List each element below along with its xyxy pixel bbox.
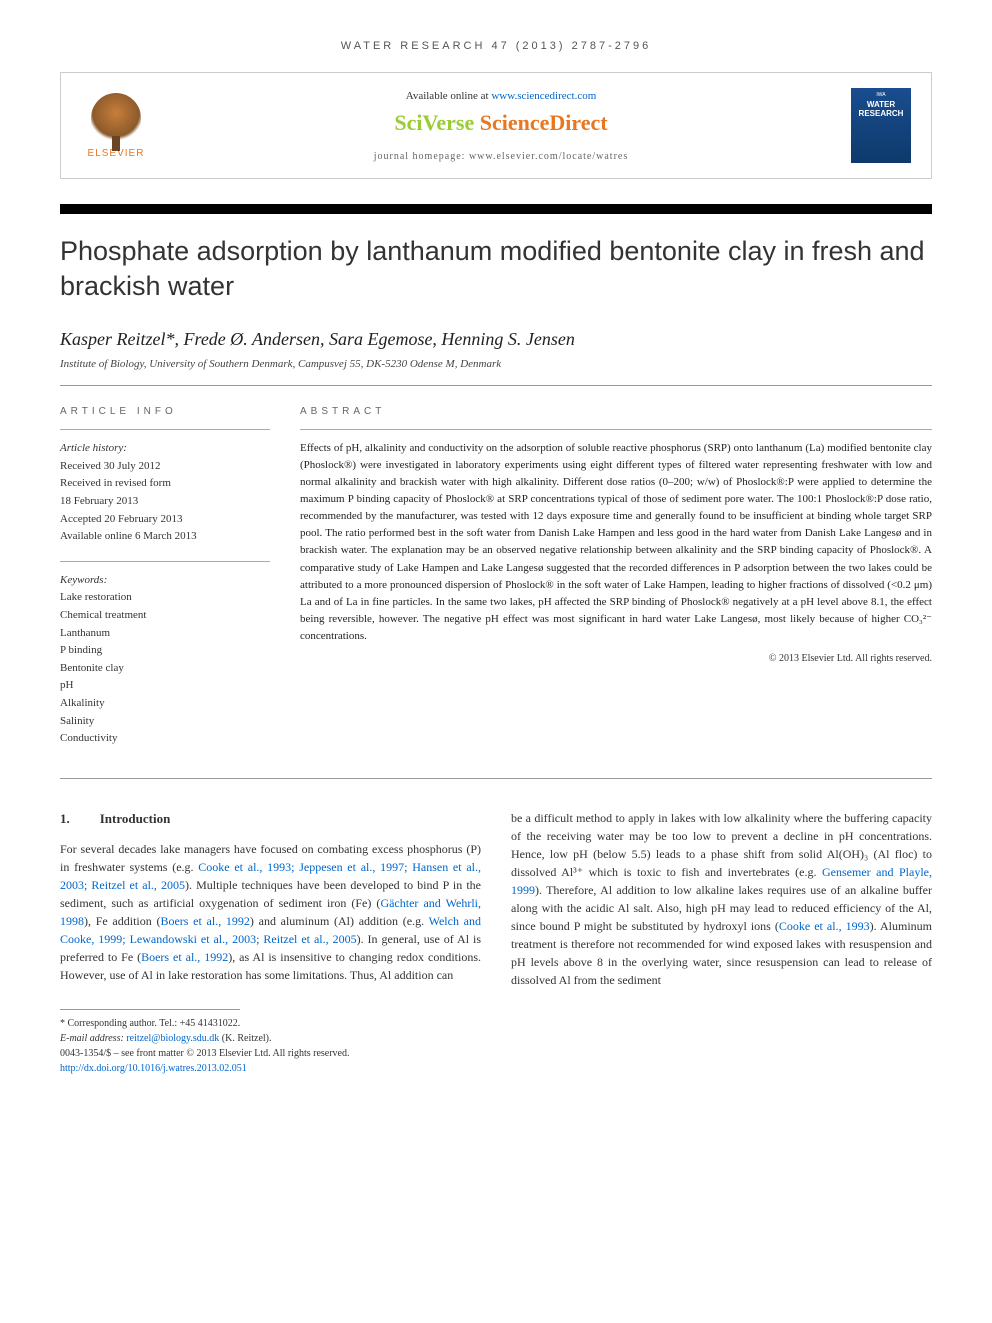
homepage-label: journal homepage: <box>374 151 469 162</box>
copyright-line: © 2013 Elsevier Ltd. All rights reserved… <box>300 653 932 664</box>
email-label: E-mail address: <box>60 1033 126 1044</box>
email-suffix: (K. Reitzel). <box>219 1033 271 1044</box>
publisher-center-info: Available online at www.sciencedirect.co… <box>151 90 851 162</box>
sciverse-text: SciVerse <box>394 110 479 135</box>
author-list: Kasper Reitzel*, Frede Ø. Andersen, Sara… <box>60 329 932 350</box>
keyword: Salinity <box>60 713 270 731</box>
journal-cover-title: WATER RESEARCH <box>855 100 907 118</box>
keyword: Lanthanum <box>60 625 270 643</box>
abstract-heading: ABSTRACT <box>300 406 932 417</box>
elsevier-logo: ELSEVIER <box>81 93 151 159</box>
divider <box>60 778 932 779</box>
article-title: Phosphate adsorption by lanthanum modifi… <box>60 234 932 304</box>
keyword: P binding <box>60 642 270 660</box>
affiliation: Institute of Biology, University of Sout… <box>60 358 932 370</box>
body-columns: 1. Introduction For several decades lake … <box>60 809 932 1077</box>
article-info-column: ARTICLE INFO Article history: Received 3… <box>60 406 270 763</box>
citation-link[interactable]: Boers et al., 1992 <box>160 914 249 928</box>
accepted-date: Accepted 20 February 2013 <box>60 511 270 529</box>
history-label: Article history: <box>60 440 270 458</box>
citation-link[interactable]: Cooke et al., 1993 <box>779 919 870 933</box>
sciverse-logo: SciVerse ScienceDirect <box>151 110 851 136</box>
corresponding-author: * Corresponding author. Tel.: +45 414310… <box>60 1016 481 1031</box>
keyword: Alkalinity <box>60 695 270 713</box>
section-heading: 1. Introduction <box>60 809 481 829</box>
available-online-text: Available online at www.sciencedirect.co… <box>151 90 851 102</box>
body-paragraph: be a difficult method to apply in lakes … <box>511 809 932 989</box>
section-number: 1. <box>60 811 70 826</box>
body-text: ), Fe addition ( <box>84 914 160 928</box>
divider <box>60 385 932 386</box>
journal-cover-thumbnail: IWA WATER RESEARCH <box>851 88 911 163</box>
email-link[interactable]: reitzel@biology.sdu.dk <box>126 1033 219 1044</box>
keyword: Conductivity <box>60 730 270 748</box>
info-abstract-row: ARTICLE INFO Article history: Received 3… <box>60 406 932 763</box>
body-column-right: be a difficult method to apply in lakes … <box>511 809 932 1077</box>
available-prefix: Available online at <box>406 90 492 102</box>
email-line: E-mail address: reitzel@biology.sdu.dk (… <box>60 1031 481 1046</box>
journal-homepage: journal homepage: www.elsevier.com/locat… <box>151 151 851 162</box>
publisher-header-box: ELSEVIER Available online at www.science… <box>60 72 932 179</box>
keywords-label: Keywords: <box>60 572 270 590</box>
keywords-block: Keywords: Lake restoration Chemical trea… <box>60 572 270 748</box>
section-title: Introduction <box>100 811 171 826</box>
footer-divider <box>60 1009 240 1010</box>
keyword: pH <box>60 677 270 695</box>
footer-block: * Corresponding author. Tel.: +45 414310… <box>60 1009 481 1076</box>
body-text: ) and aluminum (Al) addition (e.g. <box>250 914 429 928</box>
revised-line2: 18 February 2013 <box>60 493 270 511</box>
sciencedirect-text: ScienceDirect <box>480 110 608 135</box>
title-bar <box>60 204 932 214</box>
keyword: Bentonite clay <box>60 660 270 678</box>
issn-line: 0043-1354/$ – see front matter © 2013 El… <box>60 1046 481 1061</box>
journal-reference: WATER RESEARCH 47 (2013) 2787-2796 <box>60 40 932 52</box>
article-info-heading: ARTICLE INFO <box>60 406 270 417</box>
citation-link[interactable]: Boers et al., 1992 <box>141 950 228 964</box>
abstract-text: Effects of pH, alkalinity and conductivi… <box>300 440 932 645</box>
received-date: Received 30 July 2012 <box>60 458 270 476</box>
info-divider <box>60 561 270 562</box>
abstract-divider <box>300 429 932 430</box>
body-column-left: 1. Introduction For several decades lake … <box>60 809 481 1077</box>
sciencedirect-link[interactable]: www.sciencedirect.com <box>491 90 596 102</box>
abstract-column: ABSTRACT Effects of pH, alkalinity and c… <box>300 406 932 763</box>
revised-line1: Received in revised form <box>60 475 270 493</box>
online-date: Available online 6 March 2013 <box>60 528 270 546</box>
keyword: Chemical treatment <box>60 607 270 625</box>
elsevier-tree-icon <box>91 93 141 143</box>
homepage-url: www.elsevier.com/locate/watres <box>469 151 628 162</box>
info-divider <box>60 429 270 430</box>
body-paragraph: For several decades lake managers have f… <box>60 840 481 984</box>
article-history: Article history: Received 30 July 2012 R… <box>60 440 270 546</box>
keyword: Lake restoration <box>60 589 270 607</box>
doi-link[interactable]: http://dx.doi.org/10.1016/j.watres.2013.… <box>60 1063 247 1074</box>
